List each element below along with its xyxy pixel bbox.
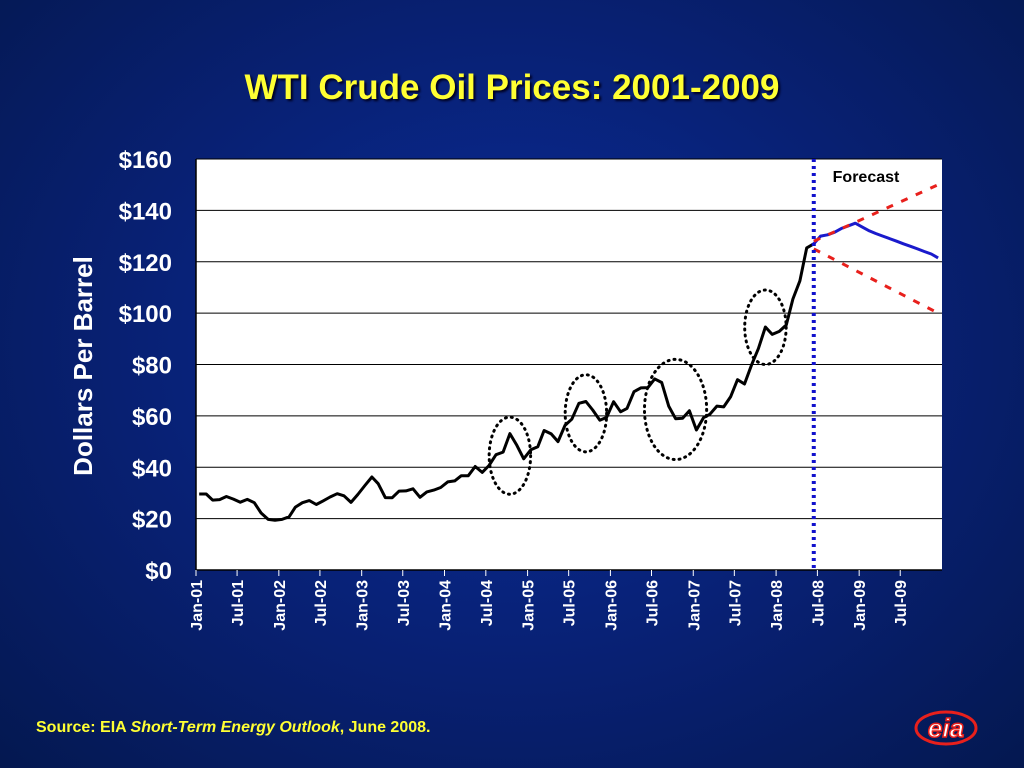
eia-logo: eia [912, 706, 982, 750]
x-tick-label: Jul-02 [313, 580, 330, 626]
y-tick-label: $0 [145, 558, 172, 585]
x-tick-label: Jan-01 [189, 580, 206, 631]
x-tick-label: Jul-07 [727, 580, 744, 626]
logo-swoosh [914, 710, 978, 746]
x-tick-label: Jan-05 [521, 580, 538, 631]
y-tick-label: $160 [119, 147, 172, 174]
y-tick-label: $80 [132, 353, 172, 380]
x-tick-label: Jan-09 [852, 580, 869, 631]
logo-text: eia [928, 713, 964, 743]
axes [195, 159, 942, 576]
y-tick-label: $100 [119, 301, 172, 328]
source-prefix: Source: EIA [36, 719, 131, 736]
highlight-ellipse [563, 373, 609, 454]
x-tick-label: Jul-03 [396, 580, 413, 626]
highlight-ellipse [487, 415, 533, 496]
x-tick-label: Jul-06 [644, 580, 661, 626]
highlight-ellipse [743, 288, 788, 366]
x-tick-label: Jul-05 [562, 580, 579, 626]
y-tick-label: $60 [132, 404, 172, 431]
source-suffix: , June 2008. [339, 719, 431, 736]
x-tick-label: Jul-09 [893, 580, 910, 626]
highlight-ellipse [642, 357, 709, 462]
series-line-lower-band [813, 247, 939, 315]
series-line-historical [199, 242, 815, 522]
x-tick-label: Jan-08 [769, 580, 786, 631]
x-tick-label: Jul-01 [230, 580, 247, 626]
gridlines [196, 158, 942, 520]
x-tick-label: Jul-04 [479, 580, 496, 626]
y-tick-label: $40 [132, 455, 172, 482]
y-tick-label: $20 [132, 507, 172, 534]
y-tick-labels: $0 $20 $40 $60 $80 $100 $120 $140 $160 [119, 147, 172, 585]
source-note: Source: EIA Short-Term Energy Outlook, J… [36, 719, 430, 737]
x-tick-label: Jan-07 [686, 580, 703, 631]
highlight-ellipses [487, 288, 788, 496]
source-publication: Short-Term Energy Outlook [130, 719, 340, 736]
y-axis-label: Dollars Per Barrel [68, 256, 98, 476]
x-tick-label: Jan-03 [355, 580, 372, 631]
x-tick-labels: Jan-01 Jul-01 Jan-02 Jul-02 Jan-03 Jul-03 Jan-… [189, 580, 910, 631]
series-line-upper-band [813, 183, 939, 243]
x-tick-label: Jan-04 [438, 580, 455, 631]
x-tick-label: Jul-08 [810, 580, 827, 626]
y-tick-label: $120 [119, 250, 172, 277]
y-tick-label: $140 [119, 198, 172, 225]
x-tick-label: Jan-06 [603, 580, 620, 631]
forecast-annotation: Forecast [833, 169, 900, 186]
x-tick-label: Jan-02 [272, 580, 289, 631]
chart-title: WTI Crude Oil Prices: 2001-2009 [244, 68, 780, 107]
series-group [199, 183, 939, 522]
